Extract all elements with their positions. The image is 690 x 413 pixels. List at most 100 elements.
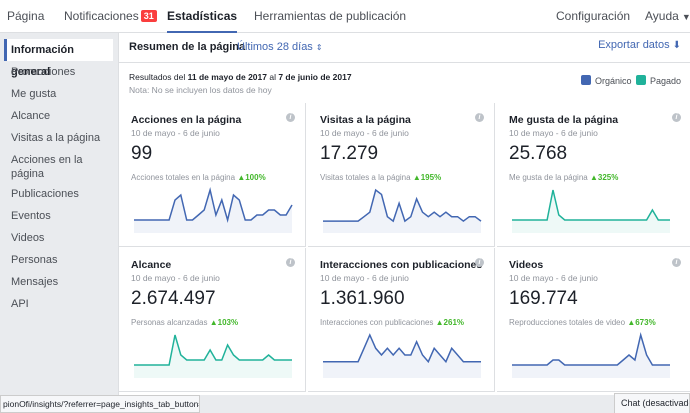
info-icon[interactable]: i <box>286 258 295 267</box>
sidebar-item-alcance[interactable]: Alcance <box>4 109 113 123</box>
card-change: ▲100% <box>237 173 266 182</box>
legend-label-organic: Orgánico <box>595 76 632 86</box>
sparkline-chart <box>134 187 293 233</box>
sidebar-item-visitas[interactable]: Visitas a la página <box>4 131 113 145</box>
sidebar-item-label: Visitas a la página <box>11 132 101 144</box>
tab-herramientas[interactable]: Herramientas de publicación <box>254 0 406 33</box>
sidebar-item-label: Eventos <box>11 210 51 222</box>
sparkline-line <box>323 333 481 364</box>
card-alcance[interactable]: Alcance i 10 de mayo - 6 de junio 2.674.… <box>119 248 306 392</box>
sort-icon: ⇕ <box>315 43 323 52</box>
card-sub-label: Personas alcanzadas <box>131 318 208 327</box>
results-text: Resultados del 11 de mayo de 2017 al 7 d… <box>129 71 352 97</box>
card-acciones[interactable]: Acciones en la página i 10 de mayo - 6 d… <box>119 103 306 247</box>
legend-swatch-organic <box>581 75 591 85</box>
sidebar-item-label: Alcance <box>11 110 51 122</box>
sidebar-item-mensajes[interactable]: Mensajes <box>4 275 113 289</box>
card-value: 1.361.960 <box>320 288 405 309</box>
card-sub-label: Interacciones con publicaciones <box>320 318 434 327</box>
card-title: Me gusta de la página <box>509 114 619 126</box>
sidebar-item-informacion-general[interactable]: Información general <box>4 39 113 78</box>
sidebar-item-label: Videos <box>11 232 45 244</box>
tab-label: Página <box>7 9 45 23</box>
legend-paid: Pagado <box>636 75 681 86</box>
sparkline-line <box>134 334 292 366</box>
sidebar-item-promociones[interactable]: Promociones <box>4 65 113 79</box>
sidebar-item-api[interactable]: API <box>4 297 113 311</box>
sidebar-item-eventos[interactable]: Eventos <box>4 209 113 223</box>
sparkline-chart <box>512 332 670 378</box>
card-interacciones[interactable]: Interacciones con publicaciones i 10 de … <box>308 248 495 392</box>
sidebar-item-me-gusta[interactable]: Me gusta <box>4 87 113 101</box>
card-change: ▲195% <box>412 173 442 182</box>
chat-tab[interactable]: Chat (desactivado) <box>614 393 690 413</box>
card-date: 10 de mayo - 6 de junio <box>320 273 409 283</box>
export-data-button[interactable]: Exportar datos ⬇ <box>598 39 681 51</box>
sidebar-item-label: API <box>11 298 29 310</box>
card-subtitle: Visitas totales a la página ▲195% <box>320 173 441 182</box>
tab-pagina[interactable]: Página <box>7 0 44 33</box>
tab-estadisticas[interactable]: Estadísticas <box>167 0 238 33</box>
card-videos[interactable]: Videos i 10 de mayo - 6 de junio 169.774… <box>497 248 690 392</box>
info-icon[interactable]: i <box>286 113 295 122</box>
sidebar: Información general Promociones Me gusta… <box>0 33 118 395</box>
results-start: 11 de mayo de 2017 <box>187 72 267 82</box>
card-value: 169.774 <box>509 288 578 309</box>
help-label: Ayuda <box>645 9 679 23</box>
card-sub-label: Acciones totales en la página <box>131 173 236 182</box>
card-subtitle: Interacciones con publicaciones ▲261% <box>320 318 464 327</box>
card-visitas[interactable]: Visitas a la página i 10 de mayo - 6 de … <box>308 103 495 247</box>
sidebar-item-personas[interactable]: Personas <box>4 253 113 267</box>
sparkline-area <box>512 190 670 233</box>
sparkline-line <box>323 188 482 223</box>
help-menu[interactable]: Ayuda ▼ <box>645 0 690 33</box>
results-end: 7 de junio de 2017 <box>278 72 352 82</box>
sidebar-item-publicaciones[interactable]: Publicaciones <box>4 187 113 201</box>
card-title: Videos <box>509 259 544 271</box>
card-sub-label: Reproducciones totales de video <box>509 318 626 327</box>
chevron-down-icon: ▼ <box>681 12 690 22</box>
download-icon: ⬇ <box>672 40 681 51</box>
sparkline-area <box>134 335 292 378</box>
card-title: Alcance <box>131 259 172 271</box>
sidebar-item-acciones[interactable]: Acciones en la página <box>4 153 84 181</box>
card-change: ▲325% <box>589 173 619 182</box>
info-icon[interactable]: i <box>475 258 484 267</box>
sidebar-item-videos[interactable]: Videos <box>4 231 113 245</box>
info-icon[interactable]: i <box>475 113 484 122</box>
card-value: 17.279 <box>320 143 379 164</box>
sparkline-chart <box>323 333 481 378</box>
sparkline-area <box>323 190 481 233</box>
card-change: ▲673% <box>627 318 656 327</box>
card-change: ▲261% <box>435 318 465 327</box>
card-change: ▲103% <box>209 318 239 327</box>
sparkline-area <box>323 335 481 378</box>
card-subtitle: Personas alcanzadas ▲103% <box>131 318 238 327</box>
sidebar-item-label: Información general <box>11 44 74 78</box>
settings-link[interactable]: Configuración <box>556 0 630 33</box>
legend-organic: Orgánico <box>581 75 632 86</box>
card-me-gusta[interactable]: Me gusta de la página i 10 de mayo - 6 d… <box>497 103 690 247</box>
date-range-selector[interactable]: Últimos 28 días ⇕ <box>237 41 323 53</box>
notification-badge: 31 <box>140 10 157 22</box>
browser-status-url: pionOfi/insights/?referrer=page_insights… <box>0 395 200 413</box>
tab-notificaciones[interactable]: Notificaciones 31 <box>64 0 157 33</box>
card-date: 10 de mayo - 6 de junio <box>131 128 220 138</box>
info-icon[interactable]: i <box>672 113 681 122</box>
sparkline-chart <box>134 334 292 378</box>
sparkline-area <box>134 190 292 233</box>
settings-label: Configuración <box>556 9 631 23</box>
card-subtitle: Acciones totales en la página ▲100% <box>131 173 266 182</box>
sparkline-chart <box>323 188 482 233</box>
card-title: Visitas a la página <box>320 114 411 126</box>
export-label: Exportar datos <box>598 39 670 51</box>
sidebar-item-label: Personas <box>11 254 58 266</box>
tab-label: Notificaciones <box>64 9 139 23</box>
date-range-label: Últimos 28 días <box>237 41 313 53</box>
tab-label: Herramientas de publicación <box>254 9 407 23</box>
card-date: 10 de mayo - 6 de junio <box>509 273 598 283</box>
info-icon[interactable]: i <box>672 258 681 267</box>
card-value: 99 <box>131 143 153 164</box>
sidebar-item-label: Acciones en la página <box>11 154 83 180</box>
sidebar-item-label: Publicaciones <box>11 188 79 200</box>
